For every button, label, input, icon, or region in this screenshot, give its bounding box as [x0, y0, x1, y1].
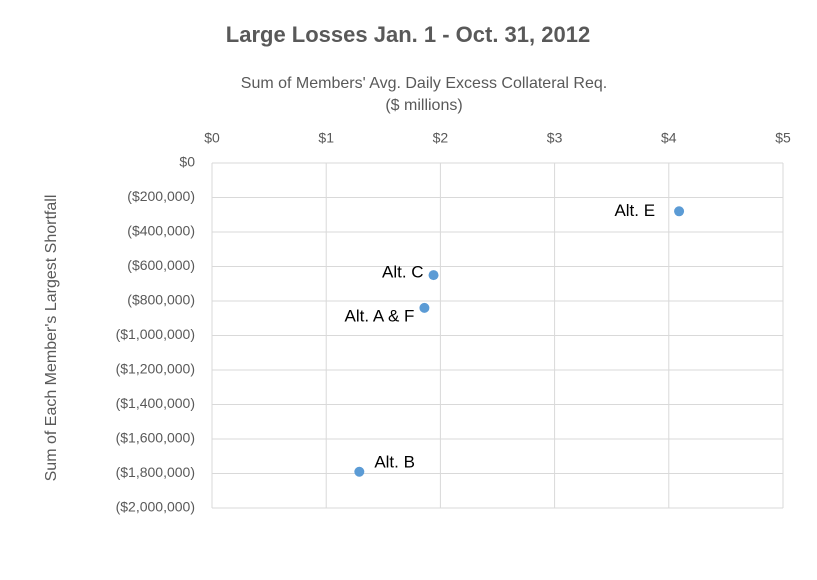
point: [419, 302, 430, 313]
x-tick-label: $4: [661, 130, 677, 146]
data-label: Alt. B: [374, 452, 415, 471]
x-tick-label: $5: [775, 130, 791, 146]
y-tick-label: ($1,800,000): [116, 464, 195, 480]
y-tick-label: ($1,200,000): [116, 361, 195, 377]
data-label: Alt. C: [382, 263, 424, 282]
data-label: Alt. A & F: [344, 306, 414, 325]
point: [428, 270, 439, 281]
y-tick-label: $0: [179, 154, 195, 170]
x-tick-label: $3: [547, 130, 563, 146]
y-tick-label: ($1,600,000): [116, 430, 195, 446]
y-tick-label: ($2,000,000): [116, 499, 195, 515]
chart-title: Large Losses Jan. 1 - Oct. 31, 2012: [226, 22, 590, 47]
y-tick-label: ($1,000,000): [116, 326, 195, 342]
y-tick-label: ($800,000): [127, 292, 195, 308]
point: [354, 466, 365, 477]
y-tick-label: ($400,000): [127, 223, 195, 239]
point: [674, 206, 685, 217]
y-tick-label: ($1,400,000): [116, 395, 195, 411]
y-tick-label: ($200,000): [127, 188, 195, 204]
x-axis-title: Sum of Members' Avg. Daily Excess Collat…: [241, 75, 607, 92]
x-tick-label: $0: [204, 130, 220, 146]
data-label: Alt. E: [614, 201, 655, 220]
x-tick-label: $2: [433, 130, 449, 146]
x-axis-title: ($ millions): [385, 97, 462, 114]
y-tick-label: ($600,000): [127, 257, 195, 273]
x-tick-label: $1: [318, 130, 334, 146]
y-axis-title: Sum of Each Member's Largest Shortfall: [43, 195, 60, 482]
